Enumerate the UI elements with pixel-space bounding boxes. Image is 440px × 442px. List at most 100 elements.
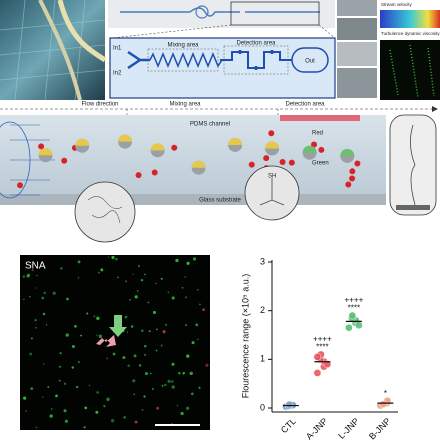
decoration bbox=[96, 316, 100, 320]
decoration bbox=[22, 275, 26, 278]
decoration bbox=[202, 308, 206, 312]
data-point bbox=[379, 400, 388, 408]
decoration bbox=[38, 148, 53, 156]
decoration bbox=[95, 410, 99, 414]
data-point bbox=[313, 353, 322, 361]
decoration bbox=[29, 295, 31, 298]
decoration bbox=[35, 426, 38, 429]
decoration bbox=[112, 352, 116, 356]
decoration bbox=[110, 419, 115, 423]
decoration bbox=[156, 328, 158, 331]
y-tick-label: 2 bbox=[260, 305, 265, 315]
decoration bbox=[52, 291, 56, 295]
decoration bbox=[41, 296, 45, 300]
decoration bbox=[171, 385, 175, 389]
data-point bbox=[345, 323, 353, 332]
decoration bbox=[340, 148, 355, 156]
decoration bbox=[156, 406, 160, 410]
decoration bbox=[41, 396, 44, 398]
decoration bbox=[136, 290, 139, 292]
decoration bbox=[100, 268, 104, 272]
decoration bbox=[122, 356, 126, 360]
decoration bbox=[63, 409, 67, 413]
decoration bbox=[31, 269, 34, 272]
data-point bbox=[323, 360, 332, 369]
channel-schematic: Flow direction Mixing area Detection are… bbox=[0, 102, 438, 243]
annotation: * bbox=[384, 389, 387, 398]
decoration bbox=[65, 333, 69, 337]
decoration bbox=[34, 287, 37, 289]
decoration bbox=[31, 263, 33, 266]
label: Detection area bbox=[285, 102, 325, 108]
decoration bbox=[185, 296, 188, 299]
decoration bbox=[123, 416, 126, 419]
decoration bbox=[167, 291, 170, 294]
decoration bbox=[144, 353, 147, 356]
label: Red bbox=[312, 131, 323, 137]
decoration bbox=[192, 257, 197, 261]
label: Flow direction bbox=[81, 102, 118, 108]
decoration bbox=[265, 141, 280, 149]
decoration bbox=[130, 325, 134, 328]
decoration bbox=[150, 143, 165, 151]
label: Turbulence dynamic viscosity bbox=[381, 31, 440, 36]
decoration bbox=[96, 334, 98, 336]
chip-overview bbox=[108, 0, 336, 39]
decoration bbox=[163, 383, 167, 387]
decoration bbox=[86, 312, 89, 315]
decoration bbox=[191, 341, 195, 345]
decoration bbox=[127, 364, 130, 367]
decoration bbox=[155, 282, 157, 285]
decoration bbox=[126, 331, 129, 333]
decoration bbox=[186, 406, 190, 410]
decoration bbox=[181, 286, 184, 289]
decoration bbox=[186, 354, 190, 358]
decoration bbox=[134, 420, 138, 424]
x-tick-label: A-JNP bbox=[304, 416, 329, 441]
decoration bbox=[147, 301, 150, 304]
decoration bbox=[23, 298, 25, 301]
decoration bbox=[106, 397, 110, 402]
micrograph: SNA bbox=[20, 255, 210, 430]
decoration bbox=[74, 324, 77, 328]
decoration bbox=[42, 312, 46, 316]
decoration bbox=[36, 274, 38, 277]
label: Detection area bbox=[236, 41, 276, 47]
y-tick-label: 3 bbox=[260, 256, 265, 266]
decoration bbox=[103, 404, 106, 408]
label: PDMS channel bbox=[190, 122, 230, 128]
annotation: ++++ bbox=[313, 335, 332, 344]
decoration bbox=[49, 414, 53, 418]
decoration bbox=[77, 260, 81, 264]
decoration bbox=[190, 392, 194, 396]
decoration bbox=[30, 387, 34, 390]
label: Stream velocity bbox=[381, 2, 413, 7]
decoration bbox=[129, 299, 131, 301]
decoration bbox=[161, 385, 164, 387]
decoration bbox=[124, 315, 128, 319]
annotation: **** bbox=[348, 304, 360, 313]
decoration bbox=[143, 395, 146, 398]
decoration bbox=[279, 158, 286, 165]
decoration bbox=[43, 291, 46, 295]
simulation-images: Stream velocity Turbulence dynamic visco… bbox=[337, 0, 440, 100]
label: Mixing area bbox=[167, 43, 199, 49]
label: Glass substrate bbox=[199, 198, 241, 204]
decoration bbox=[43, 267, 46, 270]
label: SNA bbox=[25, 261, 46, 272]
decoration bbox=[133, 393, 136, 396]
chart: Flourescence range (×10⁵ a.u.) 0 1 2 3 CTL ++… bbox=[240, 256, 398, 441]
decoration bbox=[311, 141, 318, 148]
data-point bbox=[313, 369, 322, 377]
x-tick-label: CTL bbox=[279, 416, 298, 435]
decoration bbox=[132, 273, 134, 275]
decoration bbox=[180, 411, 184, 416]
data-point bbox=[285, 400, 294, 409]
label: In1 bbox=[113, 46, 122, 52]
decoration bbox=[51, 408, 53, 410]
decoration bbox=[88, 384, 91, 387]
decoration bbox=[38, 143, 45, 150]
decoration bbox=[60, 267, 63, 270]
decoration bbox=[96, 391, 99, 394]
decoration bbox=[349, 175, 356, 182]
